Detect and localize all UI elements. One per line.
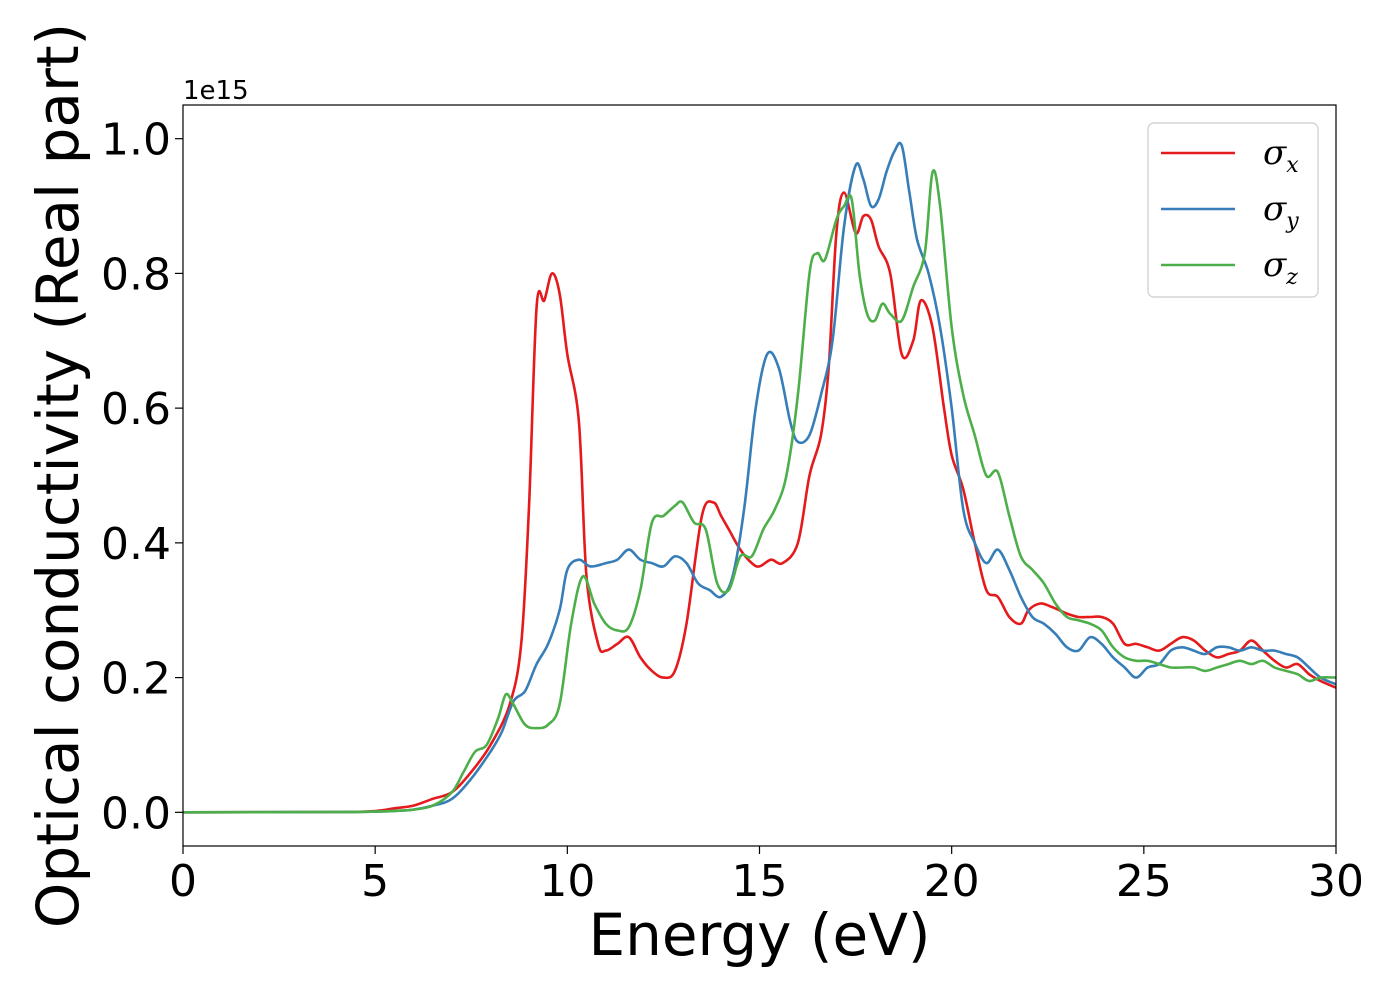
series-line-x: [183, 191, 1336, 814]
x-tick-label: 0: [169, 856, 197, 907]
x-tick-label: 20: [924, 856, 980, 907]
y-offset-text: 1e15: [183, 76, 249, 106]
x-axis-label: Energy (eV): [588, 901, 930, 969]
x-tick-label: 5: [361, 856, 389, 907]
x-tick-label: 30: [1308, 856, 1364, 907]
y-tick-label: 0.8: [101, 249, 171, 300]
y-tick-label: 0.4: [101, 519, 171, 570]
series-line-y: [183, 141, 1336, 814]
series-line-z: [183, 169, 1336, 814]
y-tick-label: 0.6: [101, 384, 171, 435]
y-axis-label: Optical conductivity (Real part): [24, 23, 92, 928]
x-tick-label: 15: [732, 856, 788, 907]
ticks-layer: 0 5 10 15 20 25 30 0.0 0.2 0.4 0.6 0.8 1.0: [101, 115, 1364, 907]
series-layer: [183, 141, 1336, 814]
y-tick-label: 0.2: [101, 654, 171, 705]
legend-label-x: σx: [1263, 133, 1299, 178]
x-tick-label: 25: [1116, 856, 1172, 907]
y-tick-label: 0.0: [101, 788, 171, 839]
y-tick-label: 1.0: [101, 115, 171, 166]
x-tick-label: 10: [539, 856, 595, 907]
